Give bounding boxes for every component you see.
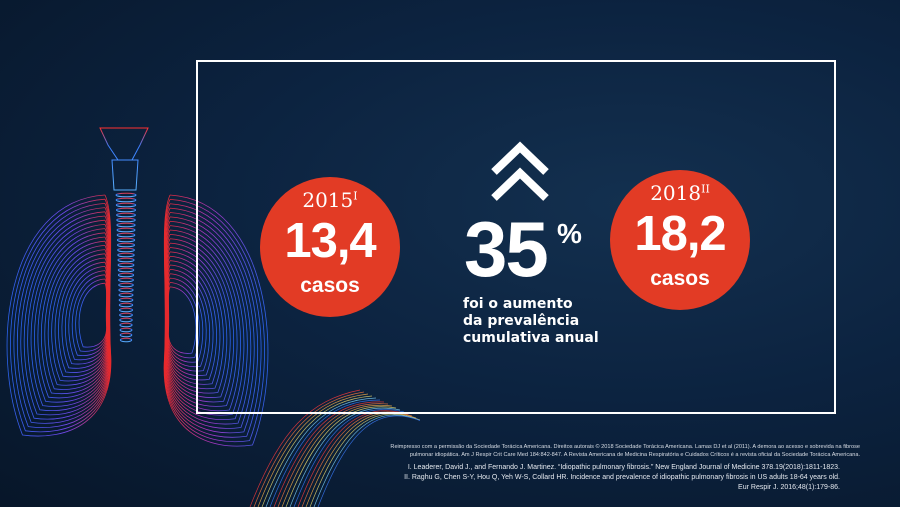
double-chevron-up-icon — [491, 141, 549, 201]
trachea-ring — [118, 292, 134, 298]
increase-description: foi o aumento da prevalência cumulativa … — [463, 296, 623, 347]
decorative-wave-line — [317, 415, 420, 507]
decorative-wave-line — [257, 393, 369, 507]
trachea-ring — [119, 317, 133, 323]
trachea-ring — [115, 197, 137, 203]
stat-unit: casos — [300, 274, 360, 297]
trachea-ring — [116, 217, 136, 223]
decorative-wave-line — [313, 414, 420, 507]
trachea-ring — [116, 232, 136, 238]
trachea-ring — [117, 272, 135, 278]
lung-contour-line — [168, 286, 197, 354]
lung-contour-line — [17, 207, 111, 424]
description-line: foi o aumento — [463, 296, 573, 312]
trachea-ring — [117, 262, 135, 268]
percent-sign: % — [557, 218, 582, 249]
stat-year: 2018II — [650, 181, 710, 205]
trachea-ring — [117, 267, 135, 273]
lung-contour-line — [41, 236, 110, 395]
trachea-ring — [119, 327, 133, 333]
lung-contour-line — [167, 282, 200, 359]
trachea-ring — [117, 242, 135, 248]
decorative-wave-line — [265, 397, 377, 507]
lung-contour-line — [20, 211, 111, 420]
trachea-ring — [119, 322, 133, 328]
stat-circle-2015: 2015I 13,4 casos — [260, 177, 400, 317]
reprint-notice: Reimpresso com a permissão da Sociedade … — [380, 443, 860, 459]
trachea-ring — [116, 212, 136, 218]
trachea-ring — [116, 222, 136, 228]
decorative-wave-line — [253, 391, 365, 507]
stat-value: 13,4 — [284, 214, 376, 268]
decorative-wave-line — [297, 410, 409, 507]
trachea-ring — [115, 207, 137, 213]
content-frame — [196, 60, 836, 414]
decorative-wave-line — [293, 409, 405, 507]
description-line: cumulativa anual — [463, 330, 599, 346]
lungs-illustration — [6, 127, 420, 507]
description-line: da prevalência — [463, 313, 580, 329]
decorative-wave-line — [289, 407, 401, 507]
decorative-wave-line — [273, 401, 385, 507]
trachea-ring — [118, 302, 134, 308]
trachea-ring — [119, 332, 133, 338]
trachea-ring — [117, 257, 135, 263]
stat-circle-2018: 2018II 18,2 casos — [610, 170, 750, 310]
trachea-ring — [119, 312, 133, 318]
stat-value: 18,2 — [634, 207, 726, 261]
decorative-wave-line — [285, 406, 397, 507]
trachea-ring — [118, 297, 134, 303]
reprint-line: pulmonar idiopática. Am J Respir Crit Ca… — [409, 452, 860, 458]
lung-contour-line — [71, 274, 108, 356]
reprint-line: Reimpresso com a permissão da Sociedade … — [390, 444, 860, 450]
decorative-wave-line — [269, 399, 381, 507]
trachea-ring — [115, 192, 137, 198]
trachea-ring — [117, 247, 135, 253]
decorative-wave-line — [261, 395, 373, 507]
trachea-ring — [117, 252, 135, 258]
reference-line: I. Leaderer, David J., and Fernando J. M… — [407, 464, 840, 471]
trachea-ring — [118, 307, 134, 313]
trachea-ring — [119, 337, 133, 343]
stat-unit: casos — [650, 267, 710, 290]
trachea-ring — [118, 282, 134, 288]
trachea-ring — [118, 277, 134, 283]
decorative-wave-line — [309, 413, 420, 507]
lung-contour-line — [44, 240, 109, 390]
references: I. Leaderer, David J., and Fernando J. M… — [380, 463, 840, 493]
stat-year: 2015I — [302, 188, 358, 212]
lung-contour-line — [75, 278, 108, 352]
trachea-ring — [118, 287, 134, 293]
trachea-ring — [115, 202, 137, 208]
trachea-ring — [116, 227, 136, 233]
reference-line: Eur Respir J. 2016;48(1):179-86. — [738, 484, 840, 491]
trachea-ring — [116, 237, 136, 243]
decorative-wave-line — [281, 404, 393, 507]
larynx-shape — [99, 127, 149, 191]
decorative-wave-line — [249, 389, 361, 507]
reference-line: II. Raghu G, Chen S-Y, Hou Q, Yeh W-S, C… — [404, 474, 840, 481]
decorative-wave-line — [277, 403, 389, 507]
increase-percentage: 35 — [464, 205, 549, 293]
lung-contour-line — [78, 282, 107, 348]
